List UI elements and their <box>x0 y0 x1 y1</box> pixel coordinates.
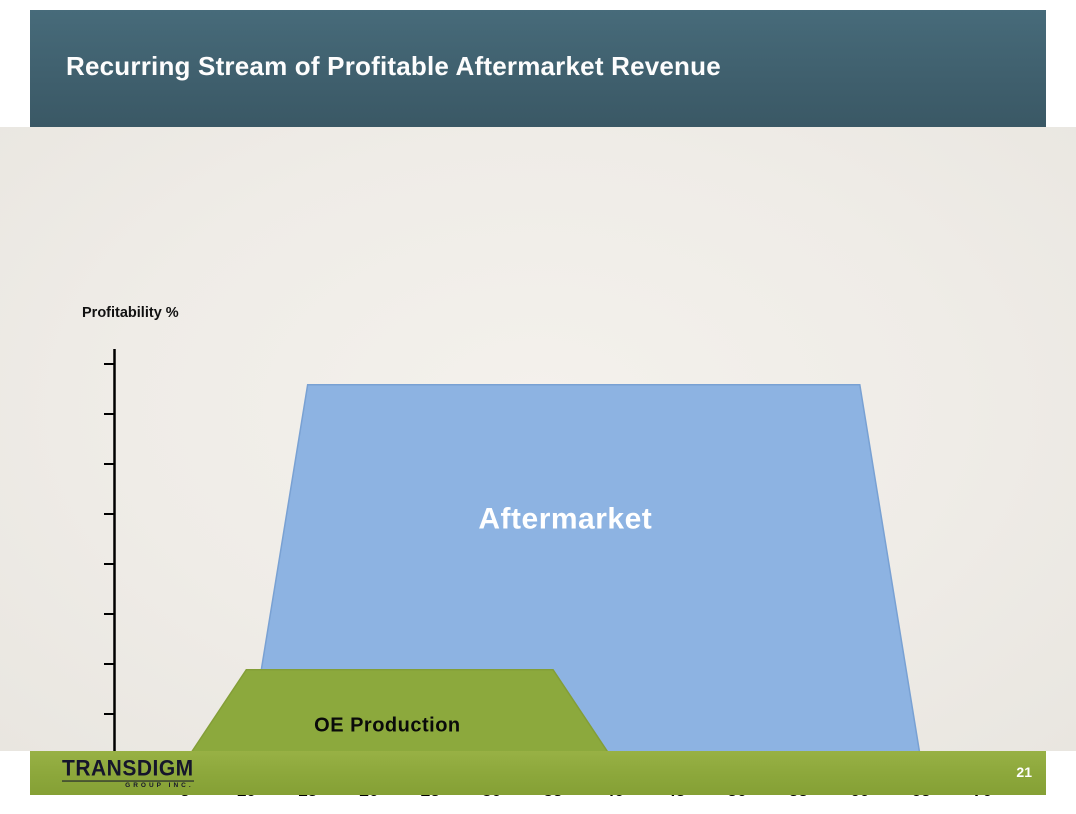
slide-footer: TRANSDIGM GROUP INC. 21 <box>30 751 1046 795</box>
logo-wordmark: TRANSDIGM <box>62 756 194 782</box>
slide-header: Recurring Stream of Profitable Aftermark… <box>30 10 1046 127</box>
transdigm-logo: TRANSDIGM GROUP INC. <box>62 756 194 789</box>
label-aftermarket: Aftermarket <box>478 502 652 535</box>
page-number: 21 <box>1016 764 1032 780</box>
slide-title: Recurring Stream of Profitable Aftermark… <box>66 51 721 81</box>
slide-body: Profitability % Aftermarket OE Production… <box>0 127 1076 800</box>
label-oe-production: OE Production <box>314 714 461 736</box>
logo-subtext: GROUP INC. <box>125 782 194 789</box>
y-axis-label: Profitability % <box>82 305 179 321</box>
